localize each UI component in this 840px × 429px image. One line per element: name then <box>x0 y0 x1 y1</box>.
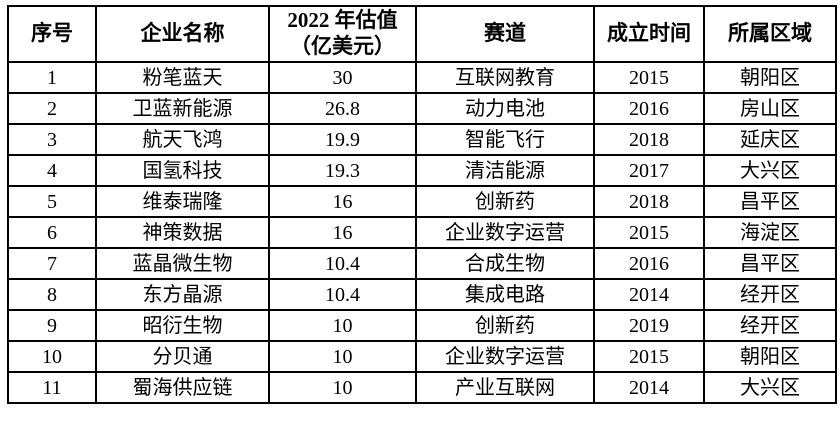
table-cell-district: 延庆区 <box>703 123 837 156</box>
table-cell-district: 经开区 <box>703 309 837 342</box>
table-cell-founded: 2015 <box>593 216 705 249</box>
table-row: 2 卫蓝新能源 26.8 动力电池 2016 房山区 <box>7 92 837 125</box>
table-cell-district: 经开区 <box>703 278 837 311</box>
table-cell-valuation: 16 <box>268 216 417 249</box>
table-cell-index: 7 <box>7 247 97 280</box>
table-row: 3 航天飞鸿 19.9 智能飞行 2018 延庆区 <box>7 123 837 156</box>
table-row: 7 蓝晶微生物 10.4 合成生物 2016 昌平区 <box>7 247 837 280</box>
col-header-track: 赛道 <box>415 5 595 63</box>
table-cell-founded: 2015 <box>593 340 705 373</box>
table-cell-valuation: 10.4 <box>268 278 417 311</box>
table-cell-track: 合成生物 <box>415 247 595 280</box>
table-cell-company: 航天飞鸿 <box>95 123 270 156</box>
table-cell-index: 2 <box>7 92 97 125</box>
table-cell-founded: 2016 <box>593 247 705 280</box>
table-cell-valuation: 19.3 <box>268 154 417 187</box>
table-row: 11 蜀海供应链 10 产业互联网 2014 大兴区 <box>7 371 837 404</box>
table-row: 1 粉笔蓝天 30 互联网教育 2015 朝阳区 <box>7 61 837 94</box>
table-row: 5 维泰瑞隆 16 创新药 2018 昌平区 <box>7 185 837 218</box>
table-cell-track: 创新药 <box>415 185 595 218</box>
table-row: 9 昭衍生物 10 创新药 2019 经开区 <box>7 309 837 342</box>
table-body: 1 粉笔蓝天 30 互联网教育 2015 朝阳区 2 卫蓝新能源 26.8 动力电池 2016 房山区… <box>7 61 837 404</box>
table-cell-track: 清洁能源 <box>415 154 595 187</box>
table-cell-founded: 2014 <box>593 278 705 311</box>
table-cell-company: 粉笔蓝天 <box>95 61 270 94</box>
startup-valuation-table: 序号 企业名称 2022 年估值 （亿美元） 赛道 成立时间 所属区域 1 粉笔蓝… <box>7 5 837 404</box>
table-cell-district: 房山区 <box>703 92 837 125</box>
table-cell-valuation: 16 <box>268 185 417 218</box>
table-cell-founded: 2014 <box>593 371 705 404</box>
table-cell-district: 昌平区 <box>703 185 837 218</box>
table-row: 8 东方晶源 10.4 集成电路 2014 经开区 <box>7 278 837 311</box>
table-cell-index: 11 <box>7 371 97 404</box>
table-cell-founded: 2018 <box>593 185 705 218</box>
table-cell-index: 10 <box>7 340 97 373</box>
table-cell-valuation: 10.4 <box>268 247 417 280</box>
table-cell-track: 企业数字运营 <box>415 216 595 249</box>
table-cell-district: 昌平区 <box>703 247 837 280</box>
table-cell-district: 海淀区 <box>703 216 837 249</box>
table-cell-track: 互联网教育 <box>415 61 595 94</box>
table-row: 10 分贝通 10 企业数字运营 2015 朝阳区 <box>7 340 837 373</box>
table-cell-track: 创新药 <box>415 309 595 342</box>
table-cell-company: 蜀海供应链 <box>95 371 270 404</box>
col-header-valuation: 2022 年估值 （亿美元） <box>268 5 417 63</box>
table-cell-valuation: 30 <box>268 61 417 94</box>
table-cell-track: 动力电池 <box>415 92 595 125</box>
table-cell-valuation: 19.9 <box>268 123 417 156</box>
table-cell-district: 朝阳区 <box>703 340 837 373</box>
table-cell-founded: 2015 <box>593 61 705 94</box>
table-cell-company: 维泰瑞隆 <box>95 185 270 218</box>
table-cell-index: 4 <box>7 154 97 187</box>
table-cell-company: 东方晶源 <box>95 278 270 311</box>
table-row: 4 国氢科技 19.3 清洁能源 2017 大兴区 <box>7 154 837 187</box>
table-cell-company: 卫蓝新能源 <box>95 92 270 125</box>
table-cell-district: 大兴区 <box>703 154 837 187</box>
table-cell-track: 集成电路 <box>415 278 595 311</box>
header-row: 序号 企业名称 2022 年估值 （亿美元） 赛道 成立时间 所属区域 <box>7 5 837 63</box>
table-cell-valuation: 10 <box>268 371 417 404</box>
table-cell-track: 智能飞行 <box>415 123 595 156</box>
table-cell-founded: 2016 <box>593 92 705 125</box>
table-cell-founded: 2018 <box>593 123 705 156</box>
table-cell-company: 昭衍生物 <box>95 309 270 342</box>
table-cell-founded: 2017 <box>593 154 705 187</box>
col-header-index: 序号 <box>7 5 97 63</box>
table-cell-track: 产业互联网 <box>415 371 595 404</box>
table-cell-valuation: 10 <box>268 340 417 373</box>
table-cell-company: 蓝晶微生物 <box>95 247 270 280</box>
table-cell-district: 朝阳区 <box>703 61 837 94</box>
table-row: 6 神策数据 16 企业数字运营 2015 海淀区 <box>7 216 837 249</box>
col-header-district: 所属区域 <box>703 5 837 63</box>
table-cell-index: 3 <box>7 123 97 156</box>
table-cell-company: 分贝通 <box>95 340 270 373</box>
table-cell-track: 企业数字运营 <box>415 340 595 373</box>
col-header-company: 企业名称 <box>95 5 270 63</box>
table-cell-index: 9 <box>7 309 97 342</box>
table-cell-founded: 2019 <box>593 309 705 342</box>
table-cell-index: 1 <box>7 61 97 94</box>
table-cell-index: 6 <box>7 216 97 249</box>
table-cell-district: 大兴区 <box>703 371 837 404</box>
table-cell-company: 神策数据 <box>95 216 270 249</box>
col-header-founded: 成立时间 <box>593 5 705 63</box>
table-cell-valuation: 26.8 <box>268 92 417 125</box>
table-cell-index: 5 <box>7 185 97 218</box>
table-cell-index: 8 <box>7 278 97 311</box>
table-cell-company: 国氢科技 <box>95 154 270 187</box>
table-cell-valuation: 10 <box>268 309 417 342</box>
